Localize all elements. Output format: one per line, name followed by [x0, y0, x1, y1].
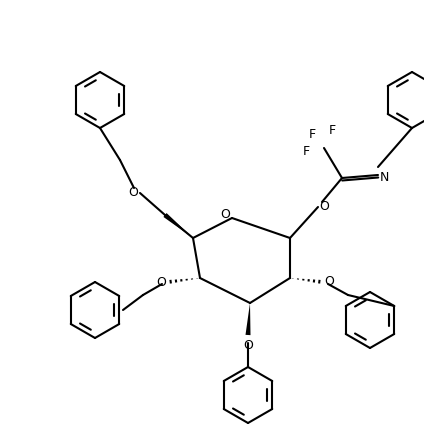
Text: O: O	[324, 275, 334, 288]
Polygon shape	[245, 303, 251, 335]
Text: O: O	[128, 185, 138, 198]
Text: F: F	[308, 128, 315, 141]
Text: F: F	[329, 124, 335, 137]
Text: O: O	[319, 199, 329, 212]
Text: N: N	[379, 171, 389, 184]
Text: O: O	[243, 339, 253, 352]
Polygon shape	[163, 213, 193, 238]
Text: O: O	[156, 276, 166, 289]
Text: F: F	[302, 145, 310, 158]
Text: O: O	[220, 207, 230, 220]
